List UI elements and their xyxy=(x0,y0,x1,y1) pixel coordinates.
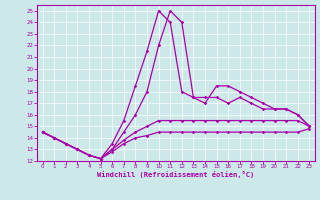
X-axis label: Windchill (Refroidissement éolien,°C): Windchill (Refroidissement éolien,°C) xyxy=(97,171,255,178)
